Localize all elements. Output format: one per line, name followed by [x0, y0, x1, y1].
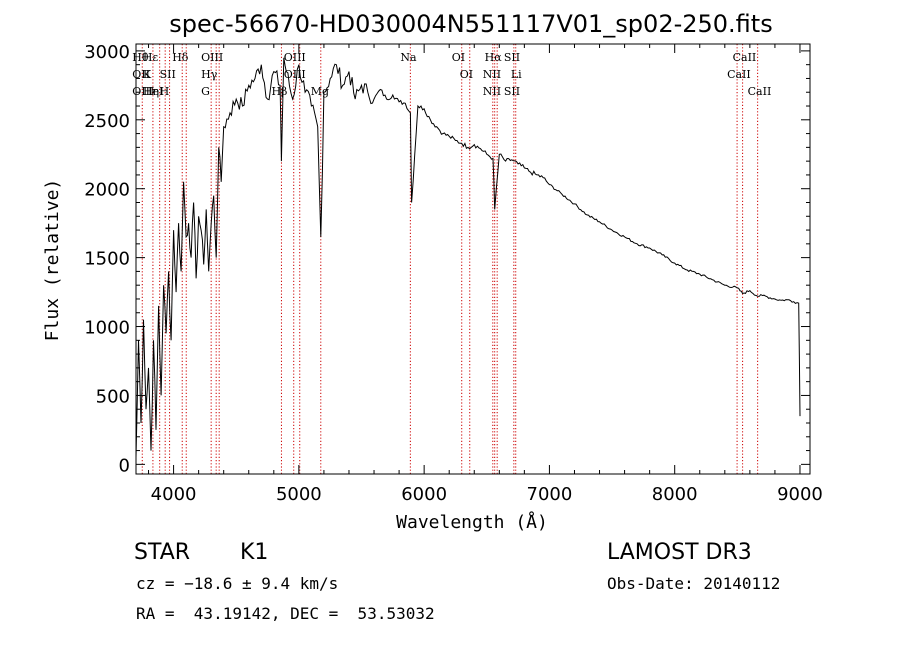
- y-tick-label: 0: [119, 455, 130, 476]
- y-tick-label: 3000: [84, 42, 130, 63]
- y-tick-label: 500: [96, 386, 130, 407]
- flux-series-line: [135, 57, 801, 458]
- line-label: CaII: [733, 51, 757, 64]
- line-label: NII: [483, 68, 501, 81]
- survey-name: LAMOST DR3: [607, 540, 752, 565]
- line-label: Hγ: [201, 68, 218, 81]
- line-label: SII: [504, 85, 520, 98]
- line-label: OIII: [284, 68, 306, 81]
- y-axis-label: Flux (relative): [42, 179, 63, 342]
- line-label-li: Li: [511, 68, 522, 81]
- line-label: Hη: [143, 85, 159, 98]
- line-label: OIII: [201, 51, 223, 64]
- line-label: NII: [483, 85, 501, 98]
- x-tick-label: 6000: [401, 484, 447, 505]
- line-label: Na: [400, 51, 417, 64]
- line-label: HeI: [143, 85, 163, 98]
- line-label: OIII: [132, 85, 154, 98]
- emission-line-markers: [141, 44, 759, 474]
- line-label: OI: [452, 51, 465, 64]
- line-label: CaII: [748, 85, 772, 98]
- plot-frame: [135, 43, 811, 475]
- y-tick-label: 2500: [84, 111, 130, 132]
- redshift-cz: cz = −18.6 ± 9.4 km/s: [136, 574, 339, 593]
- line-label: OII: [132, 68, 150, 81]
- object-class: STAR: [134, 540, 191, 565]
- x-axis-ticks: 4000 5000 6000 7000 8000 9000: [148, 44, 823, 505]
- line-label: G: [201, 85, 210, 98]
- line-label: Hε: [143, 51, 159, 64]
- line-label: OIII: [284, 51, 306, 64]
- line-label: K: [143, 68, 152, 81]
- x-tick-label: 9000: [777, 484, 823, 505]
- y-tick-label: 1000: [84, 318, 130, 339]
- line-label: Mg: [311, 85, 329, 98]
- chart-title: spec-56670-HD030004N551117V01_sp02-250.f…: [169, 10, 772, 38]
- x-tick-label: 5000: [276, 484, 322, 505]
- line-label: Hδ: [172, 51, 189, 64]
- x-tick-label: 7000: [527, 484, 573, 505]
- line-label: H: [160, 85, 170, 98]
- y-axis-ticks: 0 500 1000 1500 2000 2500 3000: [84, 42, 810, 476]
- ra-dec-coordinates: RA = 43.19142, DEC = 53.53032: [136, 604, 435, 623]
- x-axis-label: Wavelength (Å): [396, 511, 548, 533]
- line-label: OI: [460, 68, 473, 81]
- x-tick-label: 8000: [652, 484, 698, 505]
- line-label: CaII: [727, 68, 751, 81]
- x-tick-label: 4000: [151, 484, 197, 505]
- y-tick-label: 1500: [84, 249, 130, 270]
- observation-date: Obs-Date: 20140112: [607, 574, 781, 593]
- y-tick-label: 2000: [84, 180, 130, 201]
- line-label: SII: [504, 51, 520, 64]
- object-subclass: K1: [240, 540, 269, 565]
- line-label: Hα: [485, 51, 503, 64]
- line-label: SII: [160, 68, 176, 81]
- line-label: Hβ: [271, 85, 287, 98]
